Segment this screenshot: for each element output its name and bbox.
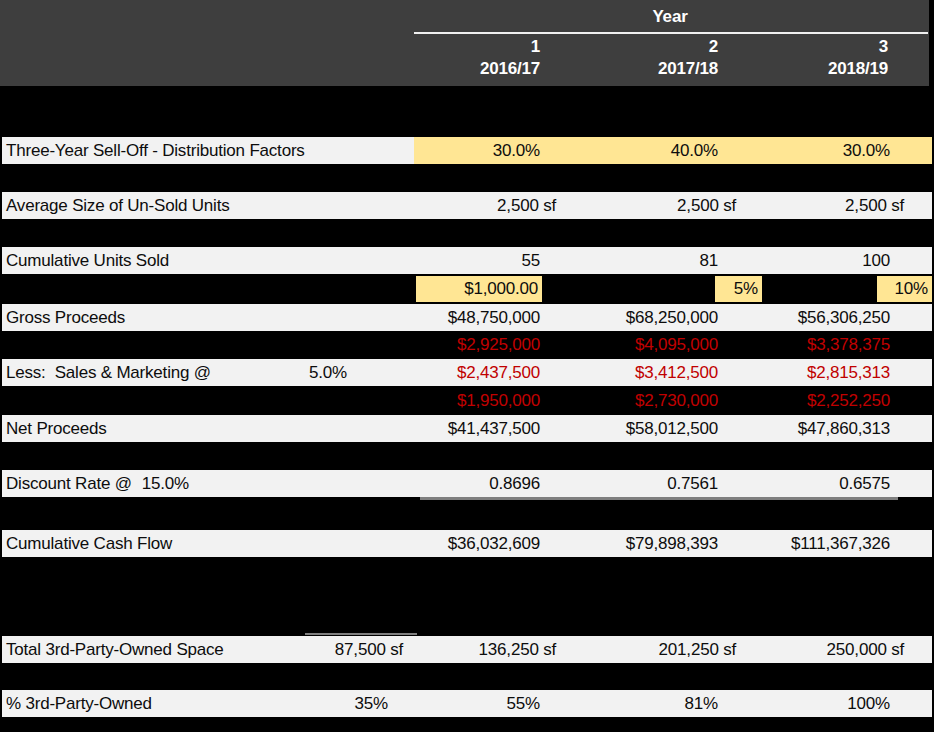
row-sales-marketing: Less: Sales & Marketing @ 5.0% $2,437,50… [2,359,932,386]
gross-proceeds-label: Gross Proceeds [6,304,125,331]
price-growth-y2-cell[interactable]: 5% [715,276,762,302]
row-deduction-2: $1,950,000 $2,730,000 $2,252,250 [2,389,932,413]
distribution-y1-cell[interactable]: 30.0% [493,137,540,164]
deduction2-y2-cell: $2,730,000 [635,389,718,413]
year-header: Year 1 2 3 2016/17 2017/18 2018/19 [0,0,929,86]
base-price-cell[interactable]: $1,000.00 [416,276,542,302]
year-number-1: 1 [531,37,540,57]
row-distribution-factors: Three-Year Sell-Off - Distribution Facto… [2,137,932,164]
discount-rate-label-text: Discount Rate @ [6,474,132,493]
year-group-label: Year [412,7,928,27]
sales-marketing-rate-cell: 5.0% [309,359,347,386]
deduction2-y1-cell: $1,950,000 [457,389,540,413]
space-sum-topline [305,633,417,635]
discount-row-underline [420,497,898,500]
row-cumulative-units-sold: Cumulative Units Sold 55 81 100 [2,247,932,274]
deduction2-y3-cell: $2,252,250 [807,389,890,413]
gross-proceeds-y3-cell: $56,306,250 [798,304,890,331]
year-number-2: 2 [709,37,718,57]
average-size-y2-cell: 2,500 sf [677,192,736,219]
discount-factor-y3-cell: 0.6575 [839,470,890,497]
average-size-y3-cell: 2,500 sf [845,192,904,219]
net-proceeds-y3-cell: $47,860,313 [798,415,890,442]
deduction1-y1-cell: $2,925,000 [457,333,540,357]
third-party-space-y3-cell: 250,000 sf [827,636,904,663]
average-unit-size-label: Average Size of Un-Sold Units [6,192,230,219]
cumulative-cf-y3-cell: $111,367,326 [791,530,890,557]
row-average-unit-size: Average Size of Un-Sold Units 2,500 sf 2… [2,192,932,219]
distribution-label: Three-Year Sell-Off - Distribution Facto… [6,137,305,164]
third-party-pct-y3-cell: 100% [847,690,890,717]
units-sold-y2-cell: 81 [699,247,718,274]
sales-marketing-y1-cell: $2,437,500 [457,359,540,386]
third-party-space-initial-cell: 87,500 sf [335,636,403,663]
year-label-3: 2018/19 [828,59,888,79]
row-third-party-pct: % 3rd-Party-Owned 35% 55% 81% 100% [2,690,932,717]
sales-marketing-y3-cell: $2,815,313 [807,359,890,386]
row-third-party-space: Total 3rd-Party-Owned Space 87,500 sf 13… [2,636,932,663]
gross-proceeds-y1-cell: $48,750,000 [448,304,540,331]
third-party-pct-y1-cell: 55% [507,690,540,717]
cumulative-cf-y2-cell: $79,898,393 [626,530,718,557]
year-label-2: 2017/18 [658,59,718,79]
year-label-1: 2016/17 [480,59,540,79]
discount-factor-y1-cell: 0.8696 [489,470,540,497]
discount-factor-y2-cell: 0.7561 [667,470,718,497]
distribution-y2-cell[interactable]: 40.0% [671,137,718,164]
row-gross-proceeds: Gross Proceeds $48,750,000 $68,250,000 $… [2,304,932,331]
row-discount-rate: Discount Rate @ 15.0% 0.8696 0.7561 0.657… [2,470,932,497]
row-net-proceeds: Net Proceeds $41,437,500 $58,012,500 $47… [2,415,932,442]
cumulative-units-label: Cumulative Units Sold [6,247,169,274]
deduction1-y3-cell: $3,378,375 [807,333,890,357]
cumulative-cf-y1-cell: $36,032,609 [448,530,540,557]
price-growth-y3-cell[interactable]: 10% [877,276,932,302]
net-proceeds-y2-cell: $58,012,500 [626,415,718,442]
units-sold-y3-cell: 100 [862,247,890,274]
gross-proceeds-y2-cell: $68,250,000 [626,304,718,331]
net-proceeds-label: Net Proceeds [6,415,107,442]
third-party-space-y1-cell: 136,250 sf [479,636,556,663]
row-pricing-assumptions: $1,000.00 5% 10% [2,276,932,302]
sales-marketing-label: Less: Sales & Marketing @ [6,359,211,386]
third-party-pct-initial-cell: 35% [355,690,388,717]
net-proceeds-y1-cell: $41,437,500 [448,415,540,442]
cumulative-cash-flow-label: Cumulative Cash Flow [6,530,172,557]
third-party-space-y2-cell: 201,250 sf [659,636,736,663]
row-cumulative-cash-flow: Cumulative Cash Flow $36,032,609 $79,898… [2,530,932,557]
sales-marketing-y2-cell: $3,412,500 [635,359,718,386]
distribution-y3-cell[interactable]: 30.0% [843,137,890,164]
third-party-pct-y2-cell: 81% [685,690,718,717]
discount-rate-value: 15.0% [142,474,189,493]
average-size-y1-cell: 2,500 sf [497,192,556,219]
sell-off-spreadsheet: Year 1 2 3 2016/17 2017/18 2018/19 Three… [0,0,934,732]
year-number-3: 3 [879,37,888,57]
third-party-pct-label: % 3rd-Party-Owned [6,690,152,717]
units-sold-y1-cell: 55 [521,247,540,274]
discount-rate-label: Discount Rate @ 15.0% [6,470,189,497]
year-header-rule [414,32,928,34]
row-deduction-1: $2,925,000 $4,095,000 $3,378,375 [2,333,932,357]
deduction1-y2-cell: $4,095,000 [635,333,718,357]
third-party-space-label: Total 3rd-Party-Owned Space [6,636,224,663]
